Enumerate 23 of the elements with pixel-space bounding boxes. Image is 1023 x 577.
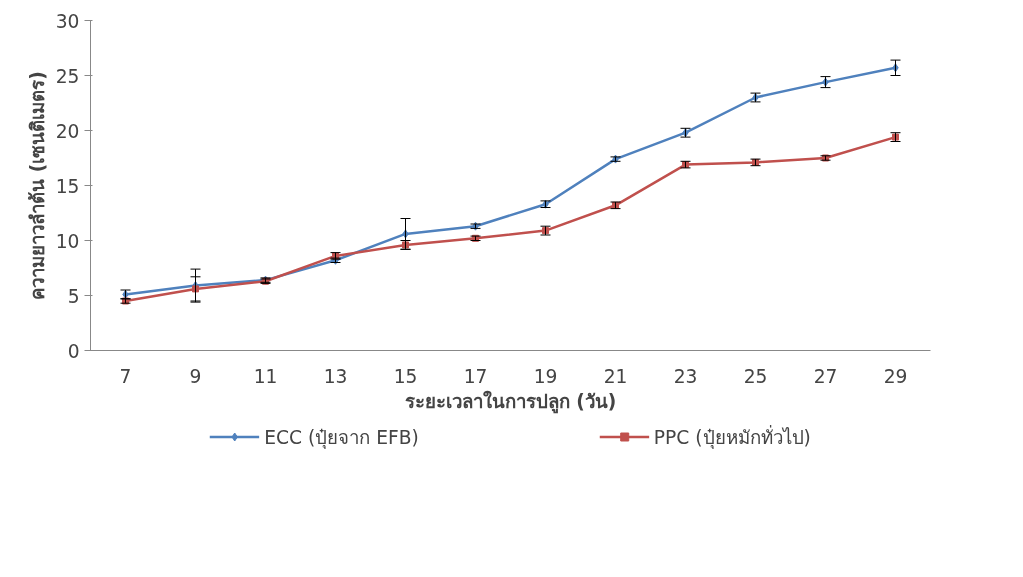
legend-label: PPC (ปุ๋ยหมักทั่วไป)	[653, 424, 811, 451]
x-tick-label: 27	[813, 365, 838, 387]
x-tick-label: 23	[673, 365, 698, 387]
y-tick-label: 15	[55, 175, 80, 197]
y-axis-title: ความยาวลำต้น (เซนติเมตร)	[26, 71, 48, 300]
x-tick-label: 13	[323, 365, 348, 387]
y-tick-label: 10	[55, 230, 80, 252]
y-tick-label: 30	[55, 10, 80, 32]
x-tick-label: 25	[743, 365, 768, 387]
y-tick-label: 25	[55, 65, 80, 87]
y-tick-label: 20	[55, 120, 80, 142]
y-tick-label: 5	[67, 285, 80, 307]
x-tick-label: 29	[883, 365, 908, 387]
x-tick-label: 19	[533, 365, 558, 387]
x-tick-label: 7	[119, 365, 132, 387]
x-tick-label: 15	[393, 365, 418, 387]
x-tick-label: 21	[603, 365, 628, 387]
x-axis-title: ระยะเวลาในการปลูก (วัน)	[404, 389, 617, 414]
y-tick-label: 0	[67, 340, 80, 362]
x-tick-label: 17	[463, 365, 488, 387]
x-tick-label: 11	[253, 365, 278, 387]
legend-label: ECC (ปุ๋ยจาก EFB)	[264, 425, 419, 451]
x-tick-label: 9	[189, 365, 202, 387]
